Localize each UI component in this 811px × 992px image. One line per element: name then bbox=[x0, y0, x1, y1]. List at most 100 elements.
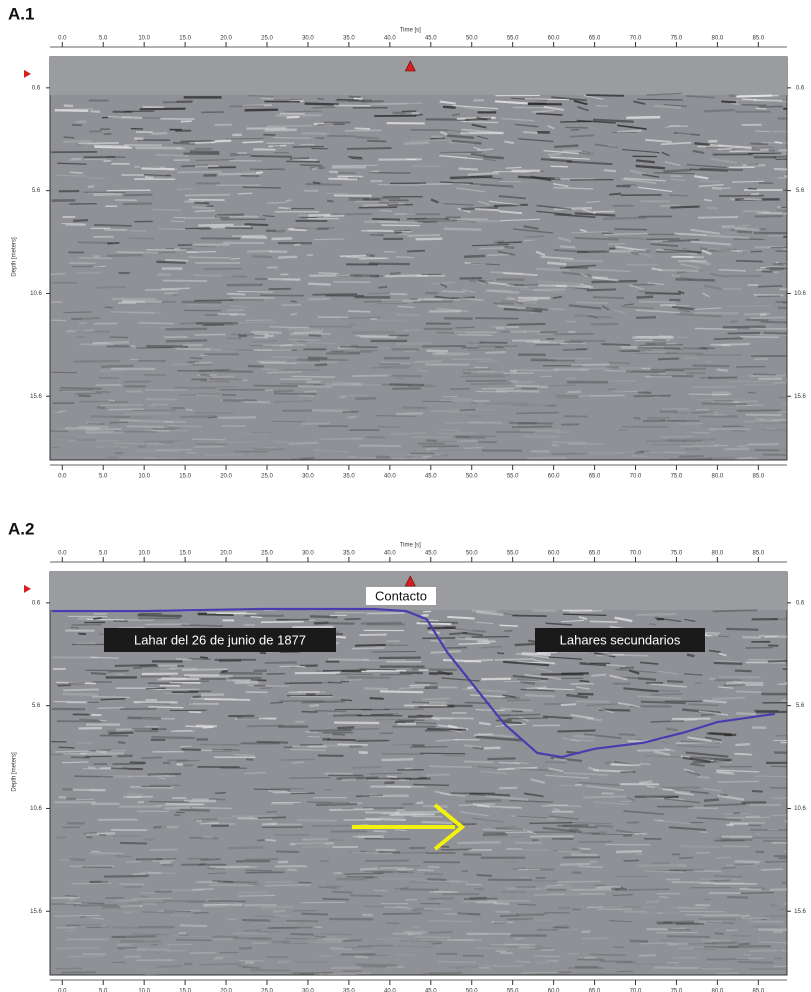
texture-streak bbox=[718, 838, 731, 839]
annotation: Lahares secundarios bbox=[560, 632, 681, 647]
texture-streak bbox=[754, 776, 796, 777]
texture-streak bbox=[292, 762, 305, 763]
texture-streak bbox=[290, 843, 334, 844]
texture-streak bbox=[170, 915, 191, 916]
texture-streak bbox=[603, 218, 646, 219]
texture-streak bbox=[312, 294, 357, 295]
texture-streak bbox=[782, 701, 811, 702]
y-tick-label-right: 0.6 bbox=[796, 85, 805, 91]
texture-streak bbox=[149, 802, 190, 803]
texture-streak bbox=[580, 681, 590, 682]
texture-streak bbox=[181, 625, 223, 626]
texture-streak bbox=[734, 401, 758, 402]
texture-streak bbox=[347, 457, 376, 458]
texture-streak bbox=[534, 956, 559, 957]
texture-streak bbox=[329, 809, 373, 810]
texture-streak bbox=[258, 817, 286, 818]
texture-streak bbox=[735, 229, 760, 230]
texture-streak bbox=[464, 256, 485, 257]
y-tick-label-left: 15.6 bbox=[30, 909, 42, 915]
texture-streak bbox=[235, 682, 259, 683]
texture-streak bbox=[73, 220, 88, 221]
texture-streak bbox=[614, 391, 621, 392]
texture-streak bbox=[657, 913, 663, 914]
texture-streak bbox=[658, 336, 673, 337]
x-tick-label-top: 0.0 bbox=[58, 36, 67, 42]
texture-streak bbox=[217, 215, 244, 216]
texture-streak bbox=[379, 366, 411, 367]
texture-streak bbox=[227, 847, 263, 848]
texture-streak bbox=[190, 151, 220, 152]
texture-streak bbox=[246, 726, 283, 727]
texture-streak bbox=[712, 188, 721, 189]
texture-streak bbox=[567, 392, 581, 393]
texture-streak bbox=[265, 390, 272, 391]
texture-streak bbox=[710, 880, 730, 881]
x-tick-label-bottom: 0.0 bbox=[58, 474, 67, 480]
texture-streak bbox=[494, 903, 509, 904]
texture-streak bbox=[475, 948, 509, 949]
texture-streak bbox=[506, 167, 522, 168]
texture-streak bbox=[397, 869, 414, 870]
texture-streak bbox=[427, 729, 466, 730]
texture-streak bbox=[185, 726, 212, 727]
x-tick-label-top: 55.0 bbox=[507, 551, 519, 557]
y-tick-label-right: 10.6 bbox=[794, 806, 806, 812]
texture-streak bbox=[636, 317, 656, 318]
texture-streak bbox=[290, 158, 309, 159]
texture-streak bbox=[274, 391, 294, 392]
texture-streak bbox=[278, 257, 297, 258]
texture-streak bbox=[626, 117, 660, 118]
texture-streak bbox=[185, 195, 230, 196]
texture-streak bbox=[342, 779, 356, 780]
texture-streak bbox=[639, 781, 652, 783]
texture-streak bbox=[63, 689, 99, 690]
texture-streak bbox=[332, 165, 378, 166]
texture-streak bbox=[777, 177, 792, 178]
texture-streak bbox=[556, 432, 571, 433]
texture-streak bbox=[577, 973, 619, 974]
x-tick-label-bottom: 30.0 bbox=[302, 989, 314, 992]
texture-streak bbox=[108, 117, 142, 118]
texture-streak bbox=[146, 346, 188, 347]
texture-streak bbox=[251, 332, 281, 333]
texture-streak bbox=[552, 442, 586, 443]
texture-streak bbox=[494, 922, 508, 923]
texture-streak bbox=[597, 655, 625, 656]
texture-streak bbox=[677, 865, 686, 866]
x-tick-label-bottom: 5.0 bbox=[99, 474, 108, 480]
y-tick-label-left: 10.6 bbox=[30, 291, 42, 297]
texture-streak bbox=[515, 843, 543, 844]
texture-streak bbox=[463, 447, 483, 448]
texture-streak bbox=[501, 808, 519, 809]
texture-streak bbox=[72, 624, 102, 625]
texture-streak bbox=[495, 659, 535, 660]
texture-streak bbox=[421, 939, 439, 940]
texture-streak bbox=[124, 381, 151, 382]
texture-streak bbox=[225, 228, 253, 229]
panel-title: A.1 bbox=[8, 4, 34, 23]
texture-streak bbox=[639, 955, 656, 956]
texture-streak bbox=[194, 203, 209, 204]
texture-streak bbox=[737, 446, 747, 447]
texture-streak bbox=[712, 943, 737, 944]
texture-streak bbox=[664, 452, 685, 453]
texture-streak bbox=[429, 620, 439, 621]
texture-streak bbox=[309, 335, 321, 336]
texture-streak bbox=[165, 804, 204, 805]
x-tick-label-bottom: 60.0 bbox=[548, 989, 560, 992]
texture-streak bbox=[272, 238, 293, 239]
texture-streak bbox=[624, 860, 639, 861]
texture-streak bbox=[381, 754, 424, 755]
texture-streak bbox=[472, 748, 483, 749]
x-tick-label-bottom: 45.0 bbox=[425, 989, 437, 992]
x-tick-label-top: 55.0 bbox=[507, 36, 519, 42]
texture-streak bbox=[294, 362, 337, 363]
texture-streak bbox=[525, 99, 569, 100]
texture-streak bbox=[426, 351, 448, 352]
texture-streak bbox=[225, 138, 264, 139]
x-tick-label-top: 60.0 bbox=[548, 551, 560, 557]
texture-streak bbox=[490, 944, 529, 945]
texture-streak bbox=[731, 430, 746, 431]
texture-streak bbox=[342, 940, 362, 941]
